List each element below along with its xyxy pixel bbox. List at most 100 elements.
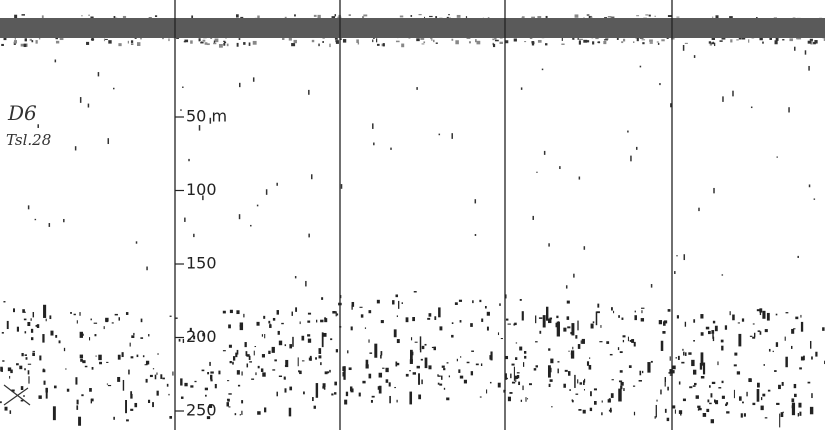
echo-speck — [822, 327, 824, 331]
echo-speck — [487, 312, 490, 316]
echo-speck — [742, 318, 744, 321]
echo-speck — [279, 341, 282, 346]
echo-speck — [81, 394, 83, 396]
echo-speck — [810, 341, 811, 349]
echo-speck — [599, 341, 602, 342]
echo-speck — [89, 337, 90, 340]
echo-speck — [228, 393, 231, 394]
echo-speck — [318, 348, 321, 354]
band-noise — [736, 39, 738, 40]
echo-speck — [246, 354, 249, 357]
echo-speck — [785, 357, 787, 367]
band-noise — [455, 40, 459, 44]
echo-speck — [711, 330, 714, 334]
echo-speck — [268, 351, 270, 354]
band-noise — [24, 44, 27, 47]
echo-speck — [765, 417, 768, 418]
band-noise — [108, 40, 111, 43]
echo-speck — [563, 384, 566, 388]
echo-speck — [254, 351, 255, 356]
echo-speck — [517, 372, 520, 373]
echo-speck — [470, 323, 473, 327]
echo-speck — [416, 87, 418, 90]
echo-speck — [677, 315, 679, 318]
echo-speck — [698, 208, 700, 211]
band-noise — [650, 42, 653, 44]
echo-speck — [754, 333, 755, 337]
echo-speck — [725, 325, 727, 329]
echo-speck — [289, 408, 291, 417]
echo-speck — [75, 146, 77, 150]
surface-band — [0, 18, 825, 38]
echo-speck — [776, 314, 778, 316]
band-noise — [676, 17, 679, 18]
echo-speck — [341, 184, 343, 189]
band-noise — [649, 39, 653, 41]
echo-speck — [623, 340, 624, 342]
echo-speck — [721, 346, 723, 351]
echo-speck — [665, 377, 666, 386]
echo-speck — [709, 403, 712, 404]
echo-speck — [721, 340, 724, 343]
echo-speck — [256, 322, 259, 326]
echo-speck — [336, 349, 338, 352]
echo-speck — [573, 274, 575, 278]
echo-speck — [613, 311, 614, 313]
echo-speck — [292, 337, 294, 347]
echo-speck — [264, 407, 266, 412]
echo-speck — [681, 362, 684, 364]
page: 50 m100150200250 D6 Tsl.28 (() => { cons… — [0, 0, 825, 430]
echo-speck — [475, 234, 477, 236]
echo-speck — [215, 384, 217, 388]
echo-speck — [442, 366, 445, 368]
echo-speck — [797, 256, 799, 258]
echo-speck — [532, 216, 534, 220]
echo-speck — [577, 379, 578, 383]
echo-speck — [7, 321, 9, 329]
echo-speck — [141, 319, 143, 323]
band-noise — [336, 40, 339, 44]
echo-speck — [618, 389, 621, 402]
echo-speck — [485, 306, 487, 308]
band-noise — [200, 42, 203, 44]
echo-speck — [390, 148, 392, 150]
echo-speck — [295, 307, 297, 312]
echo-speck — [634, 412, 635, 416]
echo-speck — [308, 234, 310, 238]
echo-speck — [266, 189, 268, 195]
echo-speck — [761, 397, 762, 400]
echo-speck — [67, 389, 69, 392]
band-noise — [531, 41, 534, 43]
band-noise — [155, 15, 157, 17]
band-noise — [661, 39, 664, 41]
echo-speck — [668, 309, 671, 312]
echo-speck — [548, 365, 551, 377]
echo-speck — [641, 310, 642, 313]
echo-speck — [232, 362, 234, 365]
echo-speck — [698, 408, 699, 410]
echo-speck — [74, 314, 76, 315]
echo-speck — [279, 376, 282, 377]
echo-speck — [656, 405, 657, 417]
echo-speck — [180, 378, 182, 385]
band-noise — [249, 42, 251, 45]
echo-speck — [112, 322, 114, 323]
echo-speck — [369, 374, 372, 379]
echo-speck — [546, 307, 548, 321]
echo-speck — [415, 342, 418, 343]
echo-speck — [130, 391, 132, 394]
echo-speck — [361, 314, 364, 317]
echo-speck — [255, 346, 256, 347]
echo-speck — [236, 310, 239, 314]
echo-speck — [140, 337, 143, 339]
echo-speck — [773, 351, 774, 352]
echo-speck — [697, 406, 700, 408]
echo-speck — [130, 394, 132, 399]
echo-speck — [557, 361, 559, 362]
echo-speck — [91, 319, 92, 321]
echo-speck — [550, 379, 553, 382]
echo-speck — [227, 399, 230, 401]
echo-speck — [548, 348, 550, 350]
echo-speck — [394, 387, 396, 388]
echo-speck — [801, 322, 803, 332]
